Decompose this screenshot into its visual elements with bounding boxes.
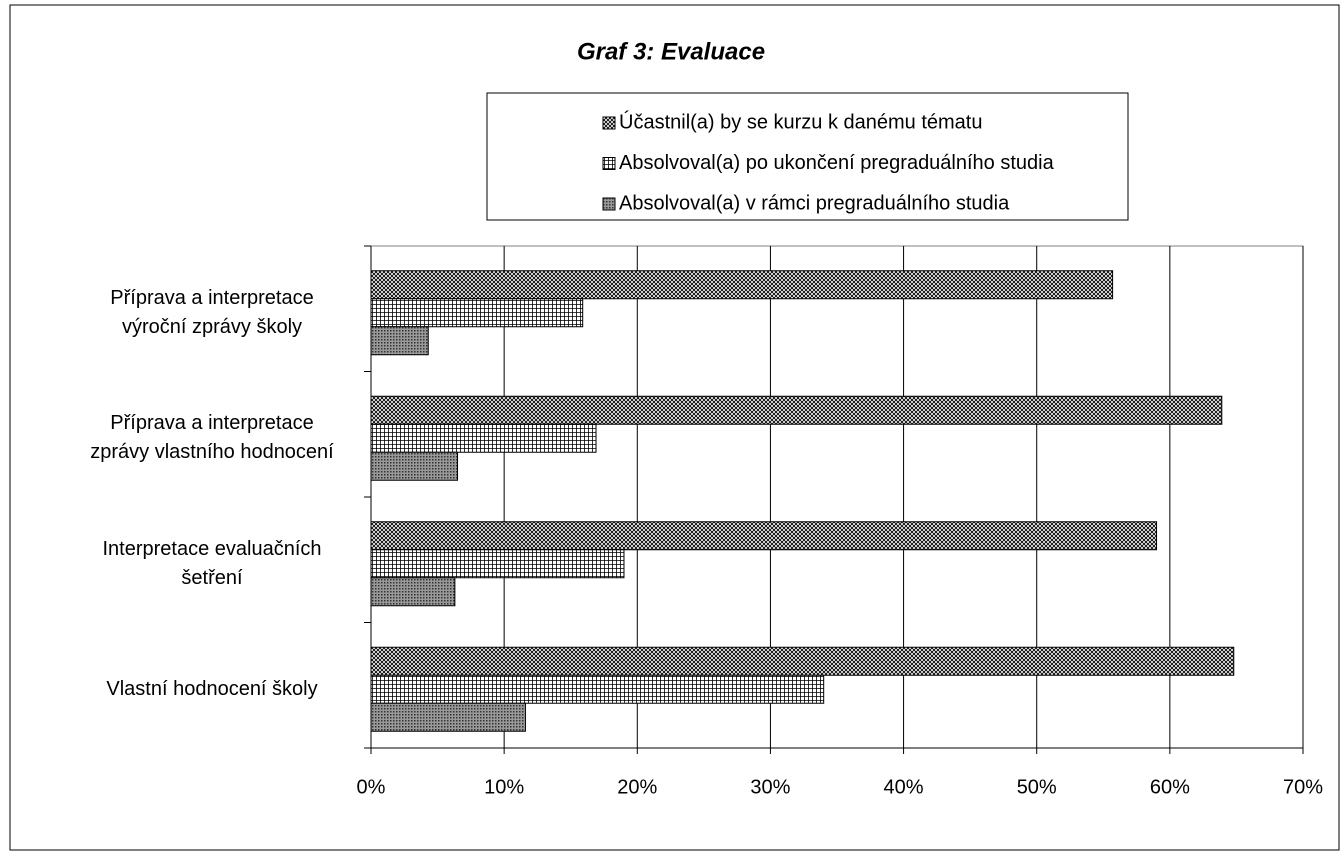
legend-label: Účastnil(a) by se kurzu k danému tématu <box>619 110 983 133</box>
legend-swatch <box>602 157 616 170</box>
x-tick-label: 50% <box>1017 776 1057 798</box>
y-tick-label: Příprava a interpretace zprávy vlastního… <box>90 412 334 464</box>
x-tick-label: 10% <box>484 776 524 798</box>
y-tick-label: Interpretace evaluačních šetření <box>102 537 322 589</box>
bar <box>370 298 584 328</box>
x-tick-label: 40% <box>884 776 924 798</box>
legend-swatch <box>602 116 616 130</box>
bar <box>370 451 459 481</box>
bar <box>370 326 429 356</box>
bar <box>370 270 1114 300</box>
bar <box>370 549 625 579</box>
legend-label: Absolvoval(a) v rámci pregraduálního stu… <box>619 192 1010 214</box>
legend-label: Absolvoval(a) po ukončení pregraduálního… <box>619 152 1055 174</box>
x-tick-label: 60% <box>1150 776 1190 798</box>
x-tick-label: 30% <box>750 776 790 798</box>
bar <box>370 395 1223 425</box>
bar <box>370 646 1235 676</box>
x-tick-label: 70% <box>1283 776 1323 798</box>
x-tick-label: 20% <box>617 776 657 798</box>
bar <box>370 577 456 607</box>
legend <box>486 92 1129 221</box>
y-tick-label: Příprava a interpretace výroční zprávy š… <box>110 286 314 338</box>
legend-swatch <box>602 197 616 211</box>
bar <box>370 423 597 453</box>
bar <box>370 521 1158 551</box>
chart-title: Graf 3: Evaluace <box>577 38 765 65</box>
x-tick-label: 0% <box>357 776 386 798</box>
y-tick-label: Vlastní hodnocení školy <box>106 677 318 700</box>
bar <box>370 702 526 732</box>
bar <box>370 674 825 704</box>
